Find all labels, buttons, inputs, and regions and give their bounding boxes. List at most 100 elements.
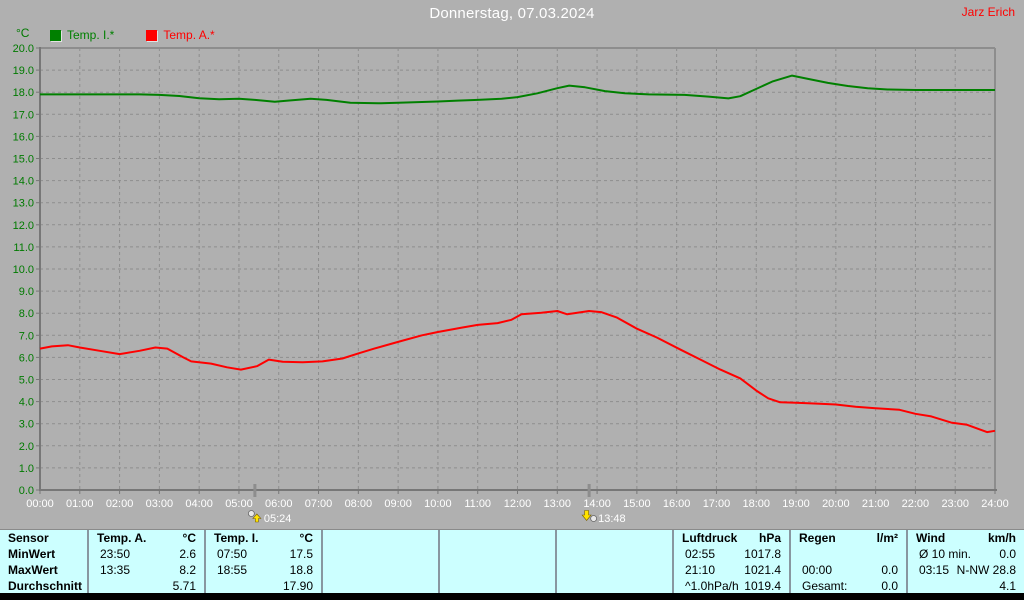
cell-value: 0.0 (881, 563, 898, 577)
y-tick-label: 14.0 (13, 176, 34, 188)
group-header: Temp. I. °C (206, 530, 321, 546)
x-tick-label: 12:00 (504, 498, 532, 510)
table-row: 18:55 18.8 (206, 562, 321, 578)
y-tick-label: 15.0 (13, 154, 34, 166)
cell-time: ^1.0hPa/h (685, 579, 739, 593)
y-tick-label: 17.0 (13, 109, 34, 121)
marker-time-label: 13:48 (598, 513, 626, 525)
cell-value: 2.6 (179, 547, 196, 561)
table-row: 13:35 8.2 (89, 562, 204, 578)
table-row (791, 546, 906, 562)
group-header: Wind km/h (908, 530, 1024, 546)
table-row: 5.71 (89, 578, 204, 594)
y-tick-label: 11.0 (13, 242, 34, 254)
table-group-empty-2 (438, 530, 555, 593)
x-axis-ticks: 00:00 01:00 02:00 03:00 04:00 05:00 06:00 07:00… (26, 490, 1009, 510)
y-tick-label: 18.0 (13, 87, 34, 99)
sensor-label-column: Sensor MinWert MaxWert Durchschnitt (0, 530, 87, 593)
group-header (323, 530, 438, 546)
row-label: Durchschnitt (8, 579, 83, 593)
y-tick-label: 13.0 (13, 198, 34, 210)
y-tick-label: 12.0 (13, 220, 34, 232)
cell-time: Gesamt: (802, 579, 848, 593)
x-tick-label: 00:00 (26, 498, 54, 510)
x-tick-label: 05:00 (225, 498, 253, 510)
x-tick-label: 06:00 (265, 498, 293, 510)
x-tick-label: 08:00 (345, 498, 373, 510)
table-row (440, 562, 555, 578)
y-tick-label: 1.0 (19, 463, 34, 475)
table-row (440, 578, 555, 594)
temp-a-legend-swatch (146, 29, 158, 41)
temp-i-line (40, 74, 995, 105)
x-tick-label: 03:00 (146, 498, 174, 510)
x-tick-label: 16:00 (663, 498, 691, 510)
cell-value: 0.0 (999, 547, 1016, 561)
group-header-unit: l/m² (876, 531, 898, 545)
cell-value: N-NW 28.8 (956, 563, 1016, 577)
axes (39, 47, 997, 491)
group-header-title: Temp. A. (97, 531, 147, 545)
group-header (440, 530, 555, 546)
table-row: ^1.0hPa/h 1019.4 (674, 578, 789, 594)
temp-a-line (39, 310, 996, 434)
y-tick-label: 8.0 (19, 308, 34, 320)
cell-time: 02:55 (685, 547, 716, 561)
x-tick-label: 24:00 (981, 498, 1009, 510)
group-header-unit: km/h (987, 531, 1016, 545)
table-group-temp-i: Temp. I. °C 07:50 17.5 18:55 18.8 17.90 (204, 530, 321, 593)
table-group-temp-a: Temp. A. °C 23:50 2.6 13:35 8.2 5.71 (87, 530, 204, 593)
table-group-regen: Regen l/m² 00:00 0.0 Gesamt: 0.0 (789, 530, 906, 593)
x-tick-label: 11:00 (464, 498, 491, 510)
y-axis-unit-label: °C (16, 26, 30, 40)
group-header-unit: hPa (758, 531, 781, 545)
cell-time: 03:15 (919, 563, 950, 577)
y-tick-label: 7.0 (19, 330, 34, 342)
table-row (323, 562, 438, 578)
table-group-luftdruck: Luftdruck hPa 02:55 1017.8 21:10 1021.4 ^1.0hP… (672, 530, 789, 593)
table-row (557, 546, 672, 562)
group-header: Regen l/m² (791, 530, 906, 546)
table-row: 07:50 17.5 (206, 546, 321, 562)
y-tick-label: 4.0 (19, 397, 34, 409)
x-tick-label: 02:00 (106, 498, 134, 510)
cell-value: 0.0 (881, 579, 898, 593)
table-row (323, 578, 438, 594)
sensor-stats-table: Sensor MinWert MaxWert Durchschnitt Temp. A.… (0, 529, 1024, 593)
temperature-chart: 20.0 19.0 18.0 17.0 16.0 15.0 14.0 13.0 12.0 11.0… (13, 43, 1009, 525)
y-tick-label: 9.0 (19, 286, 34, 298)
table-row: 17.90 (206, 578, 321, 594)
cell-time: 07:50 (217, 547, 248, 561)
x-tick-label: 01:00 (66, 498, 94, 510)
cell-value: 18.8 (289, 563, 313, 577)
x-tick-label: 14:00 (583, 498, 611, 510)
x-tick-label: 04:00 (185, 498, 213, 510)
group-header: Temp. A. °C (89, 530, 204, 546)
row-label: Sensor (8, 531, 49, 545)
y-tick-label: 10.0 (13, 264, 34, 276)
cell-time: 18:55 (217, 563, 248, 577)
cell-value: 1017.8 (744, 547, 781, 561)
cell-value: 5.71 (172, 579, 196, 593)
cell-value: 1019.4 (744, 579, 781, 593)
table-row (557, 562, 672, 578)
temp-i-legend-swatch (50, 29, 61, 41)
group-header-unit: °C (299, 531, 313, 545)
y-tick-label: 3.0 (19, 419, 34, 431)
table-group-wind: Wind km/h Ø 10 min. 0.0 03:15 N-NW 28.8 4.1 (906, 530, 1024, 593)
cell-value: 17.5 (289, 547, 313, 561)
x-tick-label: 10:00 (424, 498, 452, 510)
table-row: Ø 10 min. 0.0 (908, 546, 1024, 562)
group-header-unit: °C (182, 531, 196, 545)
page-title: Donnerstag, 07.03.2024 (429, 5, 595, 22)
group-header-title: Temp. I. (214, 531, 259, 545)
cell-value: 1021.4 (744, 563, 781, 577)
plot-border (40, 47, 996, 490)
table-row (440, 546, 555, 562)
table-row: 02:55 1017.8 (674, 546, 789, 562)
temp-a-legend-label: Temp. A.* (163, 28, 215, 42)
cell-time: 21:10 (685, 563, 716, 577)
group-header-title: Regen (799, 531, 836, 545)
sunrise-icon (247, 510, 262, 523)
